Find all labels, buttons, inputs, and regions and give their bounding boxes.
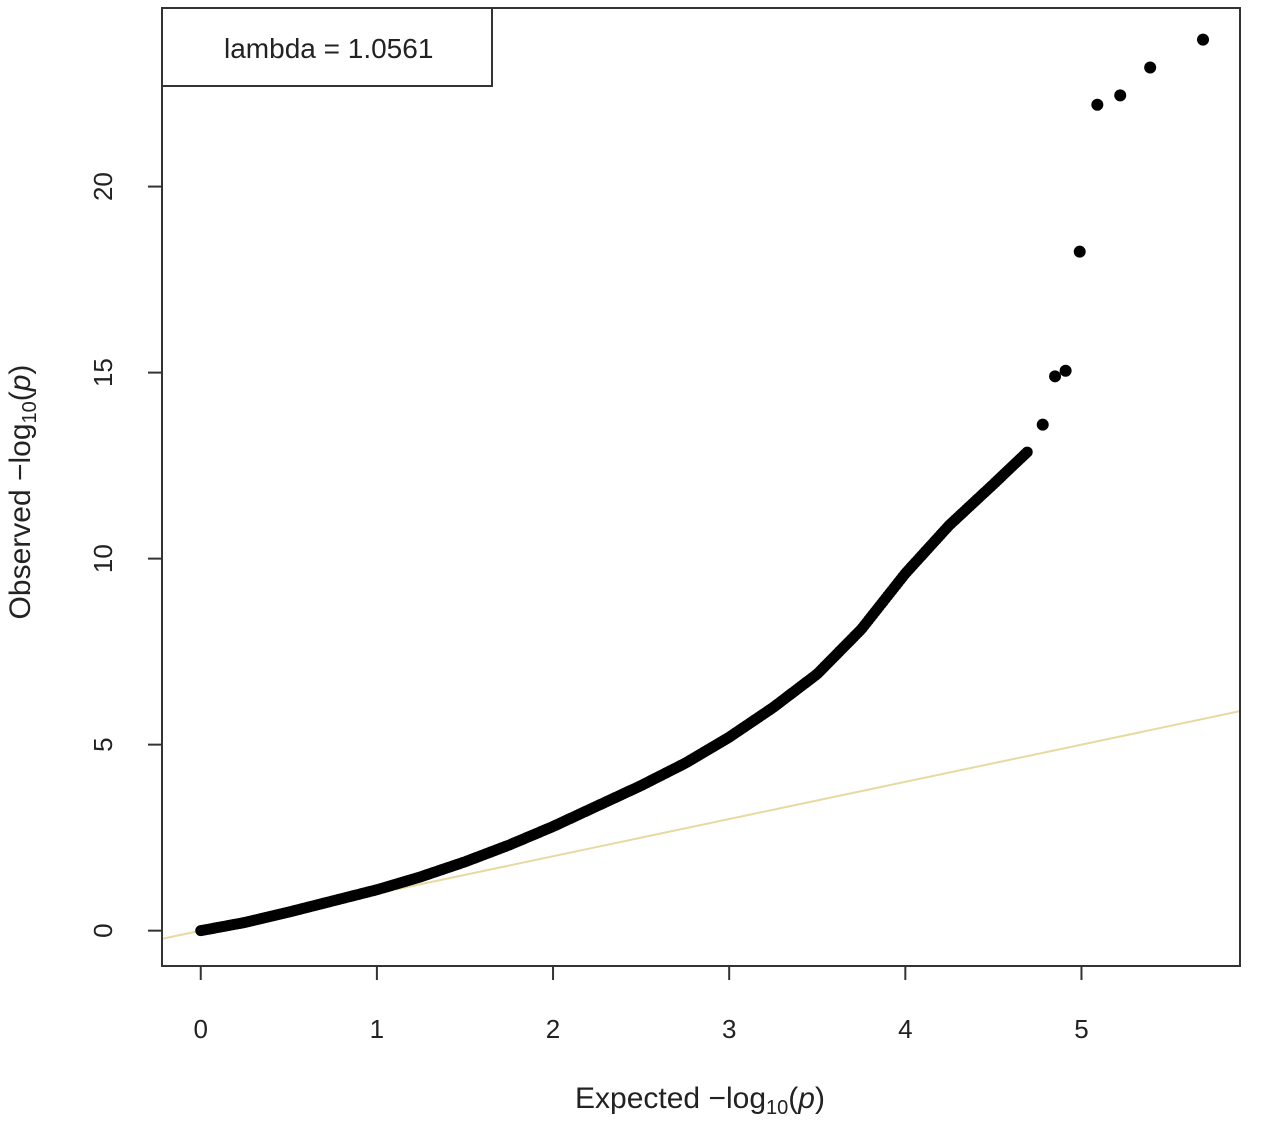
x-axis-title: Expected −log10(p) (575, 1082, 825, 1119)
y-axis-title: Observed −log10(p) (4, 365, 41, 620)
qq-point-outlier (1036, 418, 1049, 431)
y-tick-label: 10 (88, 544, 118, 573)
legend-box (161, 7, 493, 87)
qq-point-outlier (1059, 364, 1072, 377)
y-tick-label: 20 (88, 172, 118, 201)
x-tick-labels: 0 1 2 3 4 5 (194, 1014, 1089, 1044)
x-tick-label: 2 (546, 1014, 560, 1044)
qq-point (1021, 446, 1033, 458)
x-tick-label: 4 (898, 1014, 912, 1044)
plot-frame (161, 7, 1241, 967)
legend: lambda = 1.0561 (161, 7, 493, 87)
qq-point-outlier (1114, 89, 1127, 102)
y-tick-label: 0 (88, 923, 118, 937)
legend-text: lambda = 1.0561 (224, 33, 433, 64)
qq-point-outlier (1197, 33, 1210, 46)
qq-point-outlier (1091, 98, 1104, 111)
axis-ticks (148, 185, 1083, 980)
y-tick-label: 15 (88, 358, 118, 387)
x-tick-label: 5 (1074, 1014, 1088, 1044)
y-tick-label: 5 (88, 737, 118, 751)
y-tick-labels: 0 5 10 15 20 (88, 172, 118, 938)
qq-point-outlier (1144, 61, 1157, 74)
qq-point-outlier (1049, 370, 1062, 383)
x-tick-label: 3 (722, 1014, 736, 1044)
qq-point-outlier (1073, 245, 1086, 258)
data-points (195, 33, 1210, 937)
x-tick-label: 1 (370, 1014, 384, 1044)
x-tick-label: 0 (194, 1014, 208, 1044)
